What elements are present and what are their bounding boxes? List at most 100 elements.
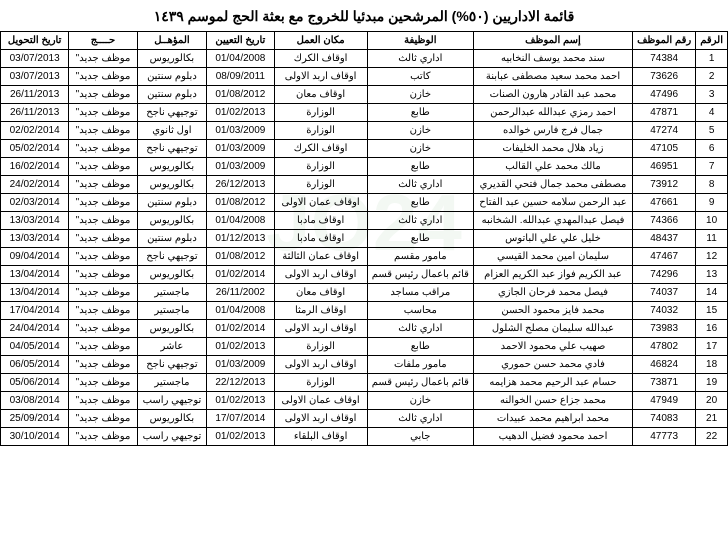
cell-hajj: موظف جديد" [69, 230, 137, 248]
cell-trans: 05/02/2014 [1, 140, 69, 158]
cell-hajj: موظف جديد" [69, 68, 137, 86]
cell-empid: 74037 [633, 284, 696, 302]
cell-rownum: 22 [696, 428, 728, 446]
col-place: مكان العمل [274, 32, 367, 50]
cell-empid: 47949 [633, 392, 696, 410]
page-title: قائمة الاداريين (٥٠%) المرشحين مبدئيا لل… [0, 0, 728, 31]
cell-place: اوقاف معان [274, 86, 367, 104]
cell-name: سند محمد يوسف النخابيه [473, 50, 632, 68]
cell-appt: 01/02/2013 [207, 392, 274, 410]
cell-job: خازن [367, 392, 473, 410]
cell-qual: توجيهي ناجح [137, 248, 206, 266]
cell-trans: 04/05/2014 [1, 338, 69, 356]
cell-hajj: موظف جديد" [69, 86, 137, 104]
cell-hajj: موظف جديد" [69, 284, 137, 302]
cell-job: مامور مقسم [367, 248, 473, 266]
cell-hajj: موظف جديد" [69, 140, 137, 158]
cell-trans: 26/11/2013 [1, 104, 69, 122]
cell-place: اوقاف عمان الاولى [274, 392, 367, 410]
table-row: 1846824فادي محمد حسن حموريمامور ملفاتاوق… [1, 356, 728, 374]
cell-name: جمال فرج فارس خوالده [473, 122, 632, 140]
cell-appt: 01/03/2009 [207, 356, 274, 374]
cell-place: اوقاف الرمثا [274, 302, 367, 320]
table-row: 1474037فيصل محمد فرحان الجازيمراقب مساجد… [1, 284, 728, 302]
cell-job: طابع [367, 158, 473, 176]
table-row: 1973871حسام عبد الرحيم محمد هزايمهقائم ب… [1, 374, 728, 392]
cell-hajj: موظف جديد" [69, 50, 137, 68]
cell-place: اوقاف اربد الاولى [274, 410, 367, 428]
col-hajj: حــــج [69, 32, 137, 50]
cell-name: خليل علي علي الباتوس [473, 230, 632, 248]
cell-trans: 16/02/2014 [1, 158, 69, 176]
cell-job: خازن [367, 140, 473, 158]
cell-empid: 73912 [633, 176, 696, 194]
cell-trans: 24/02/2014 [1, 176, 69, 194]
cell-job: اداري ثالث [367, 212, 473, 230]
cell-place: الوزارة [274, 104, 367, 122]
cell-appt: 22/12/2013 [207, 374, 274, 392]
table-row: 873912مصطفى محمد جمال فتحي القديرياداري … [1, 176, 728, 194]
cell-rownum: 7 [696, 158, 728, 176]
cell-place: اوقاف اربد الاولى [274, 320, 367, 338]
cell-name: زياد هلال محمد الخليفات [473, 140, 632, 158]
cell-job: خازن [367, 122, 473, 140]
cell-rownum: 17 [696, 338, 728, 356]
cell-name: صهيب علي محمود الاحمد [473, 338, 632, 356]
cell-name: عبد الكريم فواز عبد الكريم العزام [473, 266, 632, 284]
cell-job: اداري ثالث [367, 320, 473, 338]
cell-empid: 74296 [633, 266, 696, 284]
cell-appt: 17/07/2014 [207, 410, 274, 428]
cell-place: اوقاف البلقاء [274, 428, 367, 446]
cell-appt: 08/09/2011 [207, 68, 274, 86]
cell-empid: 47274 [633, 122, 696, 140]
cell-trans: 24/04/2014 [1, 320, 69, 338]
cell-job: جابي [367, 428, 473, 446]
cell-name: مصطفى محمد جمال فتحي القديري [473, 176, 632, 194]
cell-trans: 02/03/2014 [1, 194, 69, 212]
cell-name: فيصل محمد فرحان الجازي [473, 284, 632, 302]
cell-rownum: 5 [696, 122, 728, 140]
cell-trans: 17/04/2014 [1, 302, 69, 320]
cell-qual: بكالوريوس [137, 266, 206, 284]
cell-appt: 01/02/2014 [207, 266, 274, 284]
cell-trans: 26/11/2013 [1, 86, 69, 104]
cell-appt: 01/03/2009 [207, 140, 274, 158]
cell-rownum: 10 [696, 212, 728, 230]
cell-hajj: موظف جديد" [69, 428, 137, 446]
col-appt: تاريخ التعيين [207, 32, 274, 50]
cell-appt: 01/02/2013 [207, 338, 274, 356]
cell-empid: 47871 [633, 104, 696, 122]
table-row: 1673983عبدالله سليمان مصلح الشلولاداري ث… [1, 320, 728, 338]
cell-job: قائم باعمال رئيس قسم [367, 374, 473, 392]
cell-name: احمد محمد سعيد مصطفى عبابنة [473, 68, 632, 86]
cell-rownum: 14 [696, 284, 728, 302]
cell-qual: عاشر [137, 338, 206, 356]
cell-rownum: 4 [696, 104, 728, 122]
cell-hajj: موظف جديد" [69, 302, 137, 320]
cell-rownum: 12 [696, 248, 728, 266]
table-row: 2047949محمد جزاع حسن الخوالنهخازناوقاف ع… [1, 392, 728, 410]
cell-empid: 47773 [633, 428, 696, 446]
cell-place: اوقاف عمان الثالثة [274, 248, 367, 266]
cell-rownum: 2 [696, 68, 728, 86]
cell-name: احمد محمود فضيل الدهيب [473, 428, 632, 446]
cell-appt: 01/03/2009 [207, 122, 274, 140]
cell-appt: 01/02/2013 [207, 428, 274, 446]
cell-job: طابع [367, 230, 473, 248]
cell-qual: دبلوم سنتين [137, 86, 206, 104]
table-row: 1148437خليل علي علي الباتوسطابعاوقاف ماد… [1, 230, 728, 248]
cell-job: طابع [367, 338, 473, 356]
table-row: 746951مالك محمد علي القالبطابعالوزارة01/… [1, 158, 728, 176]
cell-job: قائم باعمال رئيس قسم [367, 266, 473, 284]
cell-empid: 73983 [633, 320, 696, 338]
cell-appt: 01/04/2008 [207, 50, 274, 68]
cell-job: كاتب [367, 68, 473, 86]
table-row: 174384سند محمد يوسف النخابيهاداري ثالثاو… [1, 50, 728, 68]
cell-appt: 01/03/2009 [207, 158, 274, 176]
col-empid: رقم الموظف [633, 32, 696, 50]
cell-trans: 06/05/2014 [1, 356, 69, 374]
cell-rownum: 15 [696, 302, 728, 320]
cell-trans: 03/07/2013 [1, 68, 69, 86]
cell-place: اوقاف اربد الاولى [274, 266, 367, 284]
cell-qual: بكالوريوس [137, 320, 206, 338]
